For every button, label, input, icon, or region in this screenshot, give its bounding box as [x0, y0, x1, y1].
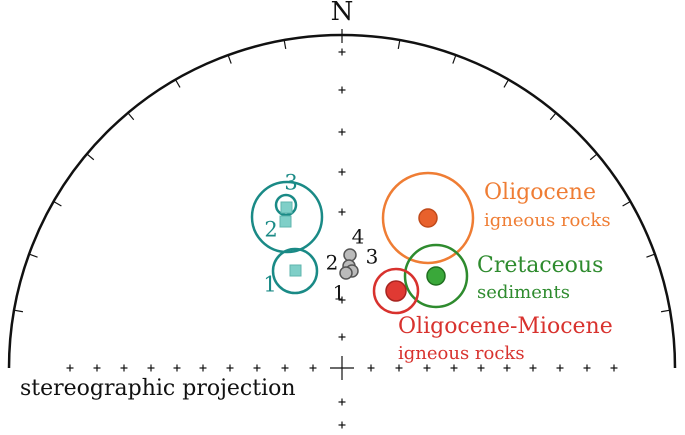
- site-mean: [289, 264, 302, 277]
- group-name: Oligocene: [484, 180, 596, 205]
- group-name: Oligocene-Miocene: [398, 314, 613, 339]
- tick: [397, 39, 401, 50]
- site-mean: [280, 201, 293, 214]
- confidence-circle: [381, 171, 475, 265]
- teal-labels: 1 2 3: [263, 171, 297, 297]
- tick: [227, 54, 232, 64]
- site-mean: [279, 215, 292, 228]
- tick: [86, 153, 95, 161]
- confidence-circle: [403, 243, 469, 309]
- group-mean: [385, 280, 407, 302]
- site-mean: [339, 266, 353, 280]
- site-label: 4: [352, 225, 365, 249]
- group-mean: [426, 266, 446, 286]
- tick: [283, 39, 287, 50]
- group-sub: igneous rocks: [484, 210, 611, 231]
- group-sub: sediments: [477, 282, 570, 303]
- site-label: 1: [263, 273, 276, 297]
- tick: [549, 112, 557, 121]
- teal-points: [279, 201, 302, 277]
- tick: [622, 200, 631, 207]
- title: stereographic projection: [20, 376, 296, 401]
- tick: [589, 153, 598, 161]
- confidence-circle: [250, 180, 324, 254]
- tick: [646, 253, 656, 258]
- tick: [660, 309, 671, 313]
- teal-sites: [250, 180, 324, 295]
- tick: [28, 253, 38, 258]
- north-label: N: [331, 0, 354, 27]
- tick: [127, 112, 135, 121]
- grey-points: [339, 248, 359, 280]
- site-mean: [343, 248, 357, 262]
- site-label: 3: [366, 245, 379, 269]
- tick: [53, 200, 62, 207]
- group-mean: [418, 208, 438, 228]
- ticks: [13, 29, 671, 429]
- tick: [452, 54, 457, 64]
- site-label: 1: [333, 281, 346, 305]
- confidence-circle: [372, 267, 420, 315]
- group-sub: igneous rocks: [398, 343, 525, 364]
- site-label: 2: [264, 218, 277, 242]
- group-name: Cretaceous: [477, 253, 603, 278]
- confidence-circle: [271, 247, 319, 295]
- site-label: 3: [284, 171, 297, 195]
- site-label: 2: [326, 251, 339, 275]
- grey-labels: 1 2 3 4: [326, 225, 379, 305]
- tick: [503, 79, 510, 88]
- confidence-circle: [274, 193, 298, 217]
- tick: [174, 79, 181, 88]
- tick: [13, 309, 24, 313]
